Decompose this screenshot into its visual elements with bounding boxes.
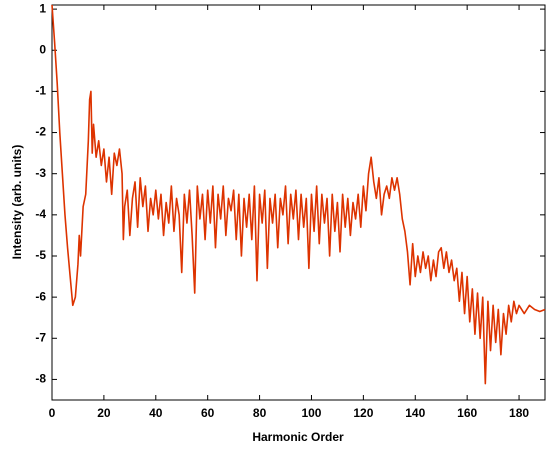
y-tick-label: 1 bbox=[39, 1, 46, 15]
x-tick-label: 20 bbox=[97, 406, 111, 420]
x-tick-label: 120 bbox=[353, 406, 373, 420]
x-tick-label: 180 bbox=[509, 406, 529, 420]
y-tick-label: -2 bbox=[35, 125, 46, 139]
x-tick-label: 40 bbox=[149, 406, 163, 420]
x-tick-label: 80 bbox=[253, 406, 267, 420]
plot-frame bbox=[51, 4, 546, 401]
y-tick-label: -3 bbox=[35, 166, 46, 180]
y-tick-label: -8 bbox=[35, 372, 46, 386]
x-tick-label: 60 bbox=[201, 406, 215, 420]
y-tick-label: -6 bbox=[35, 289, 46, 303]
x-tick-label: 100 bbox=[301, 406, 321, 420]
x-tick-label: 140 bbox=[405, 406, 425, 420]
y-tick-label: -7 bbox=[35, 330, 46, 344]
y-tick-label: -4 bbox=[35, 207, 46, 221]
data-line bbox=[51, 4, 546, 385]
y-axis-label: Intensity (arb. units) bbox=[10, 145, 24, 260]
y-tick-label: 0 bbox=[39, 42, 46, 56]
y-tick-label: -1 bbox=[35, 84, 46, 98]
y-tick-label: -5 bbox=[35, 248, 46, 262]
x-axis-label: Harmonic Order bbox=[252, 430, 344, 444]
x-tick-label: 160 bbox=[457, 406, 477, 420]
x-tick-label: 0 bbox=[49, 406, 56, 420]
